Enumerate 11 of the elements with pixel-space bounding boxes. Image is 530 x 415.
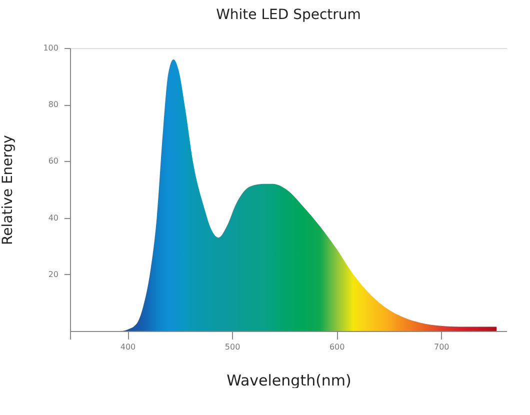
x-tick-label: 600 xyxy=(329,342,345,352)
y-tick-label: 100 xyxy=(43,44,58,52)
y-tick-label: 60 xyxy=(48,156,58,166)
y-tick-label: 40 xyxy=(48,213,58,222)
chart-title: White LED Spectrum xyxy=(216,7,361,23)
x-tick-label: 700 xyxy=(434,342,450,352)
y-axis-title: Relative Energy xyxy=(0,135,16,245)
x-tick-label: 500 xyxy=(224,342,240,352)
x-tick-label: 400 xyxy=(120,342,136,352)
y-tick-label: 80 xyxy=(48,100,58,110)
y-tick-label: 20 xyxy=(48,270,58,279)
